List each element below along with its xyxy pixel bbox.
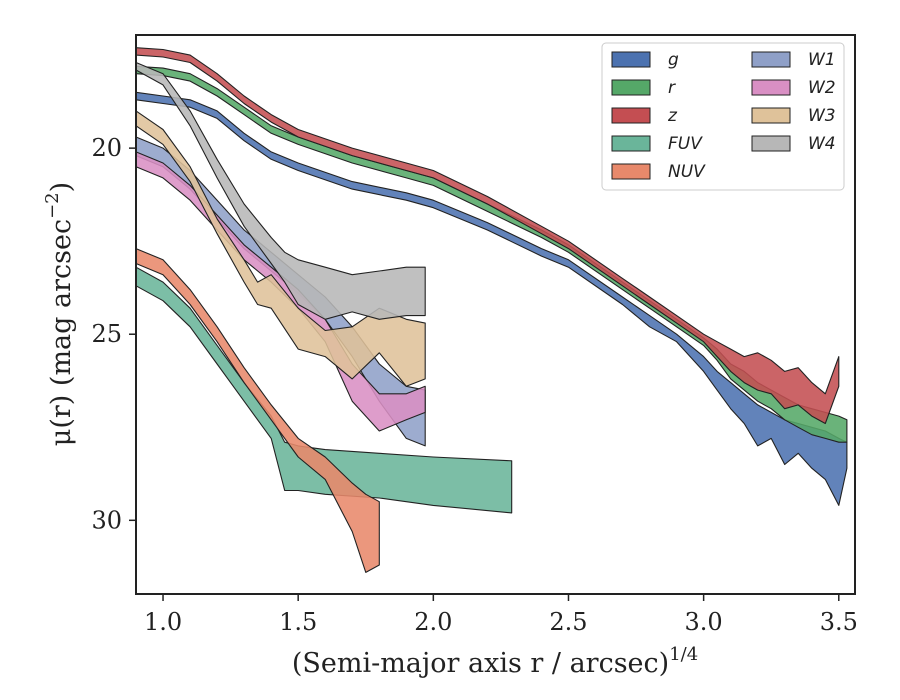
- legend-swatch-g: [611, 51, 651, 68]
- legend-swatch-nuv: [611, 163, 651, 180]
- legend-label-g: g: [668, 50, 679, 70]
- legend-label-fuv: FUV: [668, 134, 703, 154]
- y-axis-label-exponent: −2: [42, 192, 63, 219]
- y-axis-ticks: 20 25 30: [91, 134, 136, 534]
- x-tick-label: 2.0: [414, 608, 452, 636]
- legend-label-z: z: [667, 106, 678, 126]
- x-axis-label: (Semi-major axis r / arcsec)1/4: [292, 644, 698, 679]
- legend-swatch-r: [611, 79, 651, 96]
- x-tick-label: 1.5: [279, 608, 317, 636]
- y-tick-label: 20: [91, 134, 122, 162]
- x-tick-label: 3.5: [820, 608, 858, 636]
- legend-swatch-w3: [751, 107, 791, 124]
- legend-swatch-w4: [751, 135, 791, 152]
- x-tick-label: 2.5: [549, 608, 587, 636]
- series-band-nuv: [135, 248, 380, 573]
- series-bands: [135, 47, 848, 573]
- legend-swatch-fuv: [611, 135, 651, 152]
- y-tick-label: 30: [91, 506, 122, 534]
- x-axis-label-exponent: 1/4: [669, 644, 698, 665]
- legend-swatch-w2: [751, 79, 791, 96]
- y-axis-label-suffix: ): [46, 182, 77, 193]
- x-tick-label: 1.0: [144, 608, 182, 636]
- legend-label-r: r: [668, 78, 676, 98]
- series-band-w4: [135, 61, 426, 320]
- legend-swatch-z: [611, 107, 651, 124]
- y-axis-label: μ(r) (mag arcsec−2): [42, 182, 77, 446]
- legend-label-w1: W1: [808, 50, 836, 70]
- series-band-z: [135, 47, 840, 425]
- x-axis-ticks: 1.0 1.5 2.0 2.5 3.0 3.5: [144, 594, 858, 636]
- legend-label-nuv: NUV: [668, 162, 706, 182]
- series-band-g: [135, 91, 848, 506]
- legend-label-w2: W2: [808, 78, 836, 98]
- legend-swatch-w1: [751, 51, 791, 68]
- legend-label-w4: W4: [808, 134, 836, 154]
- legend: grz FUV NUV W1 W2 W3 W4: [601, 42, 845, 191]
- y-tick-label: 25: [91, 320, 122, 348]
- plot-frame: [135, 34, 856, 595]
- x-tick-label: 3.0: [685, 608, 723, 636]
- series-band-w3: [135, 110, 426, 387]
- legend-label-w3: W3: [808, 106, 836, 126]
